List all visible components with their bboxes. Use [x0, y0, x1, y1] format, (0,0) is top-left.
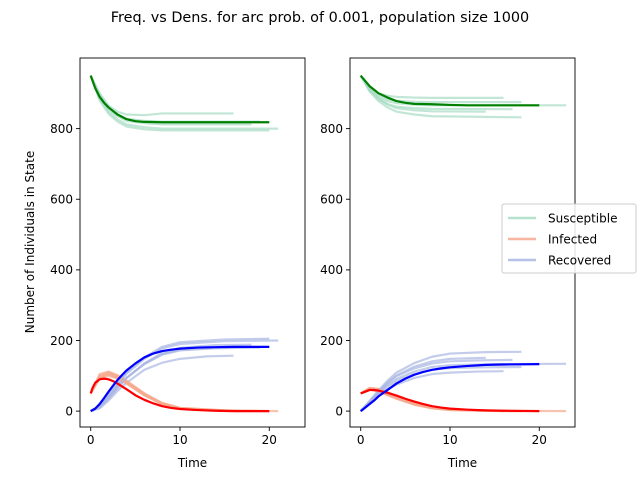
- left-y-tick-label: 600: [50, 193, 73, 207]
- left-mean-infected-line: [89, 377, 270, 413]
- legend-label-susceptible: Susceptible: [548, 212, 617, 226]
- left-y-tick-label: 200: [50, 334, 73, 348]
- left-x-ticks: 0 10 20: [87, 427, 277, 447]
- legend: Susceptible Infected Recovered: [501, 203, 637, 274]
- left-y-tick-label: 0: [65, 404, 73, 418]
- left-mean-lines: [89, 75, 270, 413]
- legend-box: [501, 203, 637, 274]
- right-x-ticks: 0 10 20: [357, 427, 547, 447]
- legend-label-recovered: Recovered: [548, 254, 611, 268]
- left-run-5-susceptible-line: [89, 75, 270, 132]
- right-x-tick-label: 10: [442, 433, 457, 447]
- right-x-tick-label: 20: [532, 433, 547, 447]
- left-y-tick-label: 800: [50, 122, 73, 136]
- right-y-ticks: 0 200 400 600 800: [320, 122, 350, 418]
- left-x-tick-label: 0: [87, 433, 95, 447]
- right-run-6-susceptible-line: [359, 75, 486, 113]
- right-run-6-recovered-line: [359, 356, 486, 412]
- right-y-tick-label: 600: [320, 193, 343, 207]
- left-mean-recovered-line: [90, 345, 270, 413]
- right-mean-infected-line: [360, 388, 540, 413]
- right-y-tick-label: 200: [320, 334, 343, 348]
- figure-title: Freq. vs Dens. for arc prob. of 0.001, p…: [111, 10, 529, 26]
- left-y-axis-label: Number of Individuals in State: [23, 151, 37, 333]
- left-mean-susceptible-line: [89, 75, 270, 124]
- right-y-tick-label: 400: [320, 263, 343, 277]
- right-mean-recovered-line: [360, 363, 540, 412]
- right-subplot: 0 10 20 0 200 400 600 800 Time: [320, 57, 576, 470]
- left-axes-frame: [79, 57, 306, 428]
- right-y-tick-label: 800: [320, 122, 343, 136]
- right-y-tick-label: 0: [335, 404, 343, 418]
- right-x-axis-label: Time: [447, 456, 477, 470]
- right-mean-lines: [359, 74, 540, 413]
- left-y-ticks: 0 200 400 600 800: [50, 122, 80, 418]
- right-mean-susceptible-line: [359, 74, 540, 107]
- left-run-5-recovered-line: [90, 337, 270, 413]
- left-x-axis-label: Time: [177, 456, 207, 470]
- left-x-tick-label: 10: [172, 433, 187, 447]
- right-x-tick-label: 0: [357, 433, 365, 447]
- left-x-tick-label: 20: [262, 433, 277, 447]
- left-subplot: 0 10 20 0 200 400 600 800 Time Number of Indiv…: [23, 57, 306, 470]
- legend-label-infected: Infected: [548, 233, 597, 247]
- left-y-tick-label: 400: [50, 263, 73, 277]
